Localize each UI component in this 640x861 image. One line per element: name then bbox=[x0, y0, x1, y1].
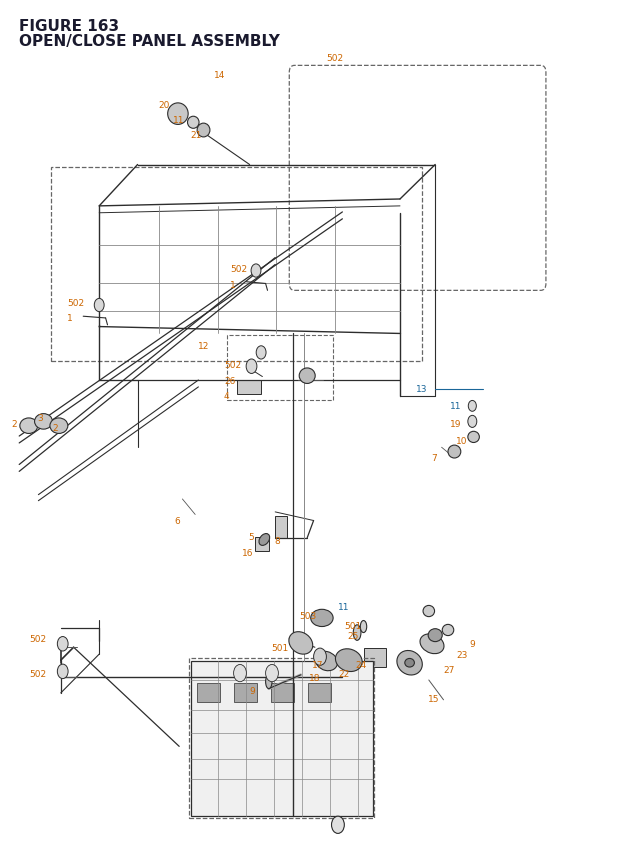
Text: 2: 2 bbox=[52, 424, 58, 432]
Text: 502: 502 bbox=[67, 299, 84, 307]
Bar bbox=[234, 683, 257, 702]
Text: 20: 20 bbox=[159, 101, 170, 109]
Ellipse shape bbox=[404, 659, 415, 667]
Text: 6: 6 bbox=[174, 517, 180, 525]
Ellipse shape bbox=[20, 418, 38, 434]
Ellipse shape bbox=[168, 103, 188, 126]
Text: 12: 12 bbox=[198, 342, 210, 350]
Text: 3: 3 bbox=[38, 413, 44, 422]
Text: 27: 27 bbox=[444, 666, 455, 674]
Text: 501: 501 bbox=[271, 643, 289, 652]
Ellipse shape bbox=[353, 625, 361, 641]
Text: 502: 502 bbox=[326, 54, 344, 63]
Bar bbox=[237, 381, 261, 394]
Ellipse shape bbox=[300, 369, 315, 384]
Text: 9: 9 bbox=[469, 640, 475, 648]
Bar bbox=[227, 336, 333, 400]
Bar bbox=[189, 659, 374, 818]
Ellipse shape bbox=[360, 621, 367, 633]
Ellipse shape bbox=[397, 651, 422, 675]
Text: 502: 502 bbox=[29, 669, 47, 678]
Text: 17: 17 bbox=[312, 660, 324, 669]
Circle shape bbox=[314, 648, 326, 666]
Circle shape bbox=[58, 637, 68, 651]
Text: 1: 1 bbox=[67, 314, 73, 323]
Ellipse shape bbox=[259, 534, 269, 546]
Circle shape bbox=[94, 299, 104, 313]
Ellipse shape bbox=[442, 625, 454, 635]
Text: 14: 14 bbox=[214, 71, 226, 80]
Text: 8: 8 bbox=[274, 536, 280, 545]
Ellipse shape bbox=[420, 635, 444, 653]
Text: 25: 25 bbox=[348, 631, 359, 640]
Text: FIGURE 163: FIGURE 163 bbox=[19, 19, 119, 34]
Text: 503: 503 bbox=[300, 611, 317, 620]
Text: 4: 4 bbox=[224, 392, 230, 400]
Bar bbox=[191, 661, 373, 816]
Ellipse shape bbox=[266, 675, 272, 689]
Circle shape bbox=[251, 264, 261, 278]
Text: 501: 501 bbox=[344, 622, 362, 630]
Text: 19: 19 bbox=[450, 419, 461, 428]
Text: 11: 11 bbox=[173, 116, 185, 125]
Text: OPEN/CLOSE PANEL ASSEMBLY: OPEN/CLOSE PANEL ASSEMBLY bbox=[19, 34, 280, 49]
Circle shape bbox=[256, 346, 266, 360]
Ellipse shape bbox=[197, 124, 210, 138]
Text: 5: 5 bbox=[248, 532, 254, 541]
Text: 23: 23 bbox=[456, 650, 468, 659]
Text: 18: 18 bbox=[309, 673, 321, 682]
Circle shape bbox=[468, 416, 477, 428]
Text: 502: 502 bbox=[224, 361, 241, 369]
Text: 16: 16 bbox=[242, 548, 253, 557]
Text: 26: 26 bbox=[224, 376, 236, 385]
Circle shape bbox=[58, 665, 68, 678]
Bar bbox=[308, 683, 331, 702]
Circle shape bbox=[266, 665, 278, 682]
Ellipse shape bbox=[468, 432, 479, 443]
Circle shape bbox=[332, 816, 344, 833]
Circle shape bbox=[234, 665, 246, 682]
Text: 13: 13 bbox=[416, 385, 428, 393]
Ellipse shape bbox=[423, 606, 435, 616]
Ellipse shape bbox=[289, 632, 313, 654]
Ellipse shape bbox=[428, 629, 442, 642]
Text: 502: 502 bbox=[29, 635, 47, 643]
Text: 21: 21 bbox=[191, 131, 202, 139]
Text: 10: 10 bbox=[456, 437, 468, 445]
Text: 11: 11 bbox=[338, 603, 349, 611]
Bar bbox=[364, 648, 386, 667]
Text: 2: 2 bbox=[12, 419, 17, 428]
Circle shape bbox=[246, 360, 257, 374]
Ellipse shape bbox=[35, 414, 52, 430]
Ellipse shape bbox=[311, 610, 333, 627]
Circle shape bbox=[468, 401, 476, 412]
Bar bbox=[197, 683, 220, 702]
Text: 24: 24 bbox=[355, 660, 367, 669]
Text: 1: 1 bbox=[230, 281, 236, 289]
Bar bbox=[275, 517, 287, 538]
Ellipse shape bbox=[316, 652, 337, 671]
Circle shape bbox=[332, 817, 344, 833]
Text: 22: 22 bbox=[338, 669, 349, 678]
Bar bbox=[51, 168, 422, 362]
Ellipse shape bbox=[188, 117, 199, 129]
Text: 15: 15 bbox=[428, 695, 439, 703]
Ellipse shape bbox=[335, 649, 362, 672]
Bar bbox=[255, 537, 269, 551]
Ellipse shape bbox=[448, 446, 461, 458]
Text: 11: 11 bbox=[450, 402, 461, 411]
Text: 502: 502 bbox=[230, 265, 248, 274]
Text: 7: 7 bbox=[431, 454, 436, 462]
Ellipse shape bbox=[50, 418, 68, 434]
Bar bbox=[271, 683, 294, 702]
Text: 9: 9 bbox=[250, 686, 255, 695]
